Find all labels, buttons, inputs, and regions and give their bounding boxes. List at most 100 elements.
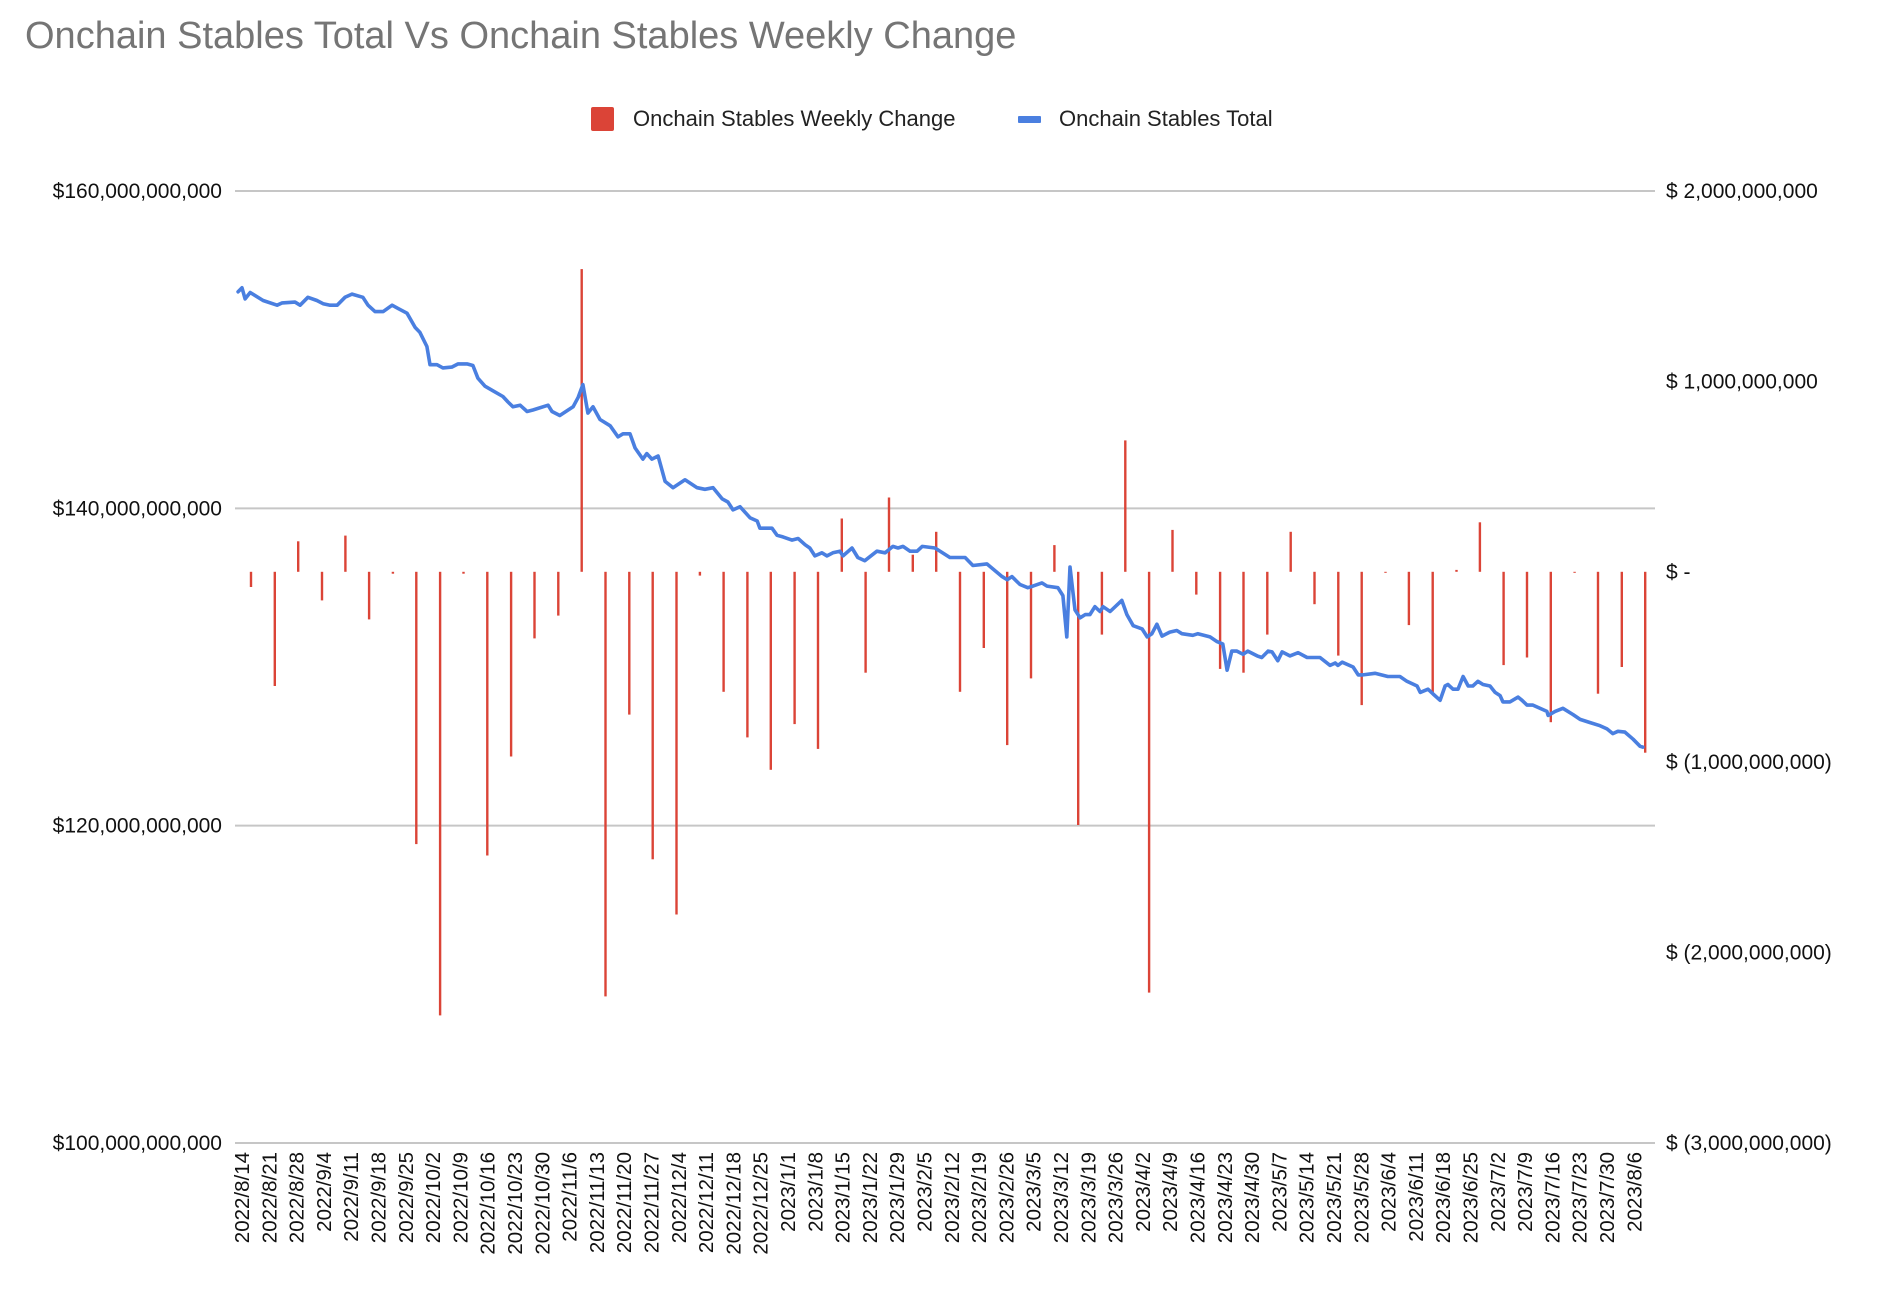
x-axis-tick-label: 2023/4/16 [1187,1152,1210,1243]
weekly-change-bar[interactable] [486,571,489,856]
x-axis-tick-label: 2022/9/25 [395,1152,418,1243]
weekly-change-bar[interactable] [1360,571,1363,706]
weekly-change-bar[interactable] [438,571,442,1016]
x-axis-tick-label: 2023/4/23 [1214,1152,1237,1243]
weekly-change-bar[interactable] [509,571,513,757]
weekly-change-bar[interactable] [1053,545,1056,572]
weekly-change-bar[interactable] [297,541,300,572]
x-axis-tick-label: 2023/3/5 [1023,1152,1046,1232]
weekly-change-bar[interactable] [911,554,914,572]
weekly-change-bar[interactable] [249,571,253,587]
weekly-change-bar[interactable] [557,571,560,616]
weekly-change-bar[interactable] [746,571,749,738]
right-axis: $ 2,000,000,000 $ 1,000,000,000 $ - $ (1,00… [1666,180,1832,1155]
weekly-change-bar[interactable] [628,571,631,715]
chart-title: Onchain Stables Total Vs Onchain Stables… [25,15,1016,57]
weekly-change-bar[interactable] [367,571,371,620]
weekly-change-bar[interactable] [1407,571,1411,626]
total-line[interactable] [236,286,1645,749]
weekly-change-bar[interactable] [1644,571,1647,753]
weekly-change-bar[interactable] [1266,571,1269,635]
weekly-change-bar[interactable] [1195,571,1198,595]
weekly-change-bar[interactable] [415,571,418,845]
x-axis-tick-label: 2023/1/1 [777,1152,800,1232]
weekly-change-bar[interactable] [769,571,772,770]
x-axis-tick-label: 2023/3/26 [1105,1152,1128,1243]
left-axis-tick-label: $140,000,000,000 [53,497,222,520]
weekly-change-bar[interactable] [1006,571,1009,746]
x-axis-tick-label: 2022/12/11 [695,1152,718,1253]
legend-swatch-weekly-change [591,107,614,131]
legend-label-total: Onchain Stables Total [1059,106,1273,131]
weekly-change-bar[interactable] [344,535,347,572]
weekly-change-bar[interactable] [533,571,536,639]
x-axis-tick-label: 2022/12/25 [750,1152,773,1255]
x-axis-tick-label: 2023/6/11 [1405,1152,1428,1242]
weekly-change-bar[interactable] [391,571,395,574]
weekly-change-bar[interactable] [1573,571,1576,573]
weekly-change-bar[interactable] [1218,571,1222,669]
weekly-change-bar[interactable] [651,571,654,860]
x-axis-tick-label: 2023/6/18 [1432,1152,1455,1243]
weekly-change-bar[interactable] [698,571,702,576]
x-axis-tick-label: 2023/5/21 [1323,1152,1346,1243]
x-axis-tick-label: 2023/1/8 [804,1152,827,1232]
x-axis-tick-label: 2023/1/22 [859,1152,882,1243]
weekly-change-bar[interactable] [1596,571,1600,694]
left-axis-tick-label: $120,000,000,000 [53,815,222,838]
weekly-change-bar[interactable] [1620,571,1623,667]
weekly-change-bar[interactable] [887,497,891,572]
x-axis-tick-label: 2023/2/12 [941,1152,964,1243]
right-axis-tick-label: $ - [1666,561,1691,584]
weekly-change-bar[interactable] [816,571,820,749]
x-axis-tick-label: 2022/8/21 [258,1152,281,1243]
weekly-change-bar[interactable] [1478,522,1482,572]
weekly-change-bar[interactable] [958,571,962,692]
weekly-change-bar[interactable] [935,531,938,572]
x-axis-tick-label: 2023/3/12 [1050,1152,1073,1243]
weekly-change-bar[interactable] [1289,531,1292,572]
weekly-change-bar[interactable] [1029,571,1033,679]
weekly-change-bar[interactable] [1124,440,1127,572]
weekly-change-bar[interactable] [982,571,985,648]
x-axis: 2022/8/14 2022/8/21 2022/8/28 2022/9/4 2022/… [231,1152,1646,1255]
x-axis-tick-label: 2022/11/6 [559,1152,582,1242]
x-axis-tick-label: 2022/9/11 [340,1152,363,1242]
x-axis-tick-label: 2023/7/23 [1569,1152,1592,1243]
weekly-change-bar[interactable] [1384,571,1387,573]
weekly-change-bar[interactable] [864,571,867,673]
x-axis-tick-label: 2022/8/28 [286,1152,309,1243]
weekly-change-bar[interactable] [1171,529,1174,572]
weekly-change-bar[interactable] [320,571,324,601]
legend-item-total[interactable]: Onchain Stables Total [1018,106,1273,131]
weekly-change-bar[interactable] [462,571,465,574]
weekly-change-bar[interactable] [273,571,276,686]
weekly-change-bar[interactable] [722,571,725,692]
x-axis-tick-label: 2023/6/25 [1460,1152,1483,1243]
weekly-change-bar[interactable] [1502,571,1505,666]
weekly-change-bar[interactable] [1337,571,1340,656]
x-axis-tick-label: 2023/8/6 [1623,1152,1646,1232]
weekly-change-bar[interactable] [840,518,843,572]
weekly-change-bar[interactable] [580,269,583,572]
weekly-change-bar[interactable] [1549,571,1552,723]
weekly-change-bar[interactable] [1431,571,1434,694]
weekly-change-bar[interactable] [675,571,678,915]
x-axis-tick-label: 2022/9/18 [368,1152,391,1243]
legend-item-weekly-change[interactable]: Onchain Stables Weekly Change [591,106,955,131]
weekly-change-bar[interactable] [1242,571,1245,673]
right-axis-tick-label: $ 2,000,000,000 [1666,180,1818,203]
weekly-change-bar[interactable] [1313,571,1316,605]
weekly-change-bars [249,269,1647,1016]
weekly-change-bar[interactable] [1100,571,1104,635]
weekly-change-bar[interactable] [1525,571,1529,658]
weekly-change-bar[interactable] [793,571,796,725]
weekly-change-bar[interactable] [604,571,607,997]
legend: Onchain Stables Weekly Change Onchain St… [591,106,1273,131]
weekly-change-bar[interactable] [1077,571,1080,825]
weekly-change-bar[interactable] [1455,569,1458,572]
weekly-change-bar[interactable] [1147,571,1151,993]
x-axis-tick-label: 2022/9/4 [313,1152,336,1232]
x-axis-tick-label: 2023/6/4 [1378,1152,1401,1232]
